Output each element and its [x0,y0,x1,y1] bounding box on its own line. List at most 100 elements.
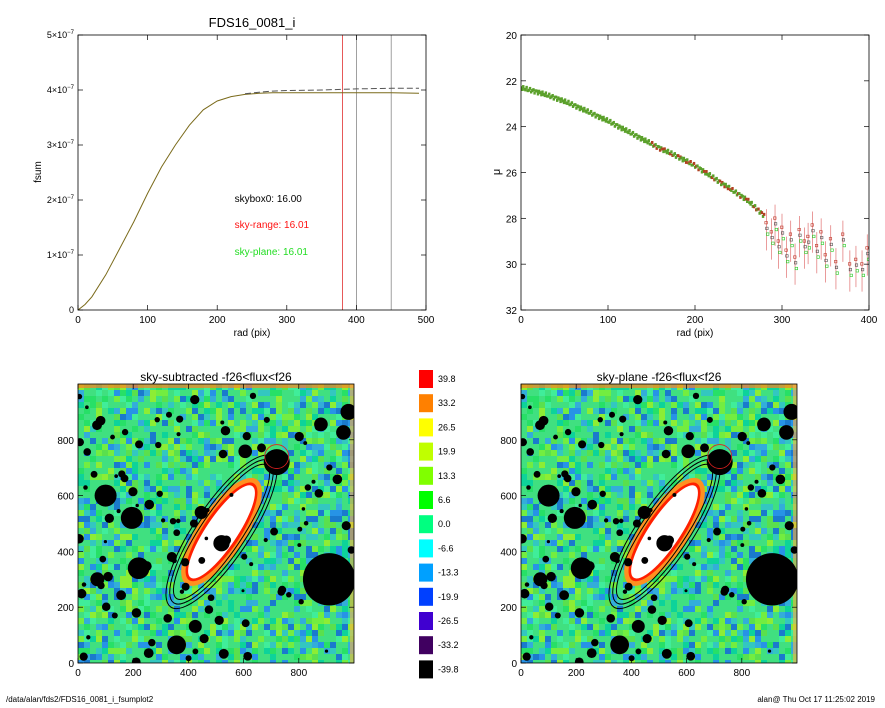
noise-cell [222,624,228,630]
noise-cell [150,570,156,576]
noise-cell [330,444,336,450]
noise-cell [785,420,791,426]
noise-cell [258,450,264,456]
noise-cell [276,480,282,486]
noise-cell [725,648,731,654]
noise-cell [138,606,144,612]
noise-cell [264,390,270,396]
noise-cell [563,648,569,654]
profile-point [696,164,699,168]
noise-cell [773,522,779,528]
noise-cell [581,576,587,582]
noise-cell [114,450,120,456]
profile-point [741,194,744,198]
noise-cell [138,600,144,606]
noise-cell [623,462,629,468]
star-mask [546,571,556,582]
noise-cell [683,474,689,480]
noise-cell [605,474,611,480]
noise-cell [539,648,545,654]
profile-point [707,174,710,178]
noise-cell [90,588,96,594]
noise-cell [629,450,635,456]
star-mask [538,415,549,426]
noise-cell [96,516,102,522]
noise-cell [677,654,683,660]
noise-cell [569,648,575,654]
noise-cell [108,612,114,618]
noise-cell [551,444,557,450]
noise-cell [246,588,252,594]
profile-point [666,148,670,152]
noise-cell [767,516,773,522]
noise-cell [306,630,312,636]
noise-cell [78,504,84,510]
noise-cell [593,498,599,504]
noise-cell [228,588,234,594]
star-mask [263,416,270,423]
profile-point [605,117,609,121]
noise-cell [659,600,665,606]
noise-cell [144,576,150,582]
star-mask [297,526,303,532]
noise-cell [120,648,126,654]
noise-cell [306,432,312,438]
noise-cell [234,636,240,642]
noise-cell [743,594,749,600]
noise-cell [300,540,306,546]
noise-cell [180,414,186,420]
noise-cell [162,624,168,630]
noise-cell [120,576,126,582]
y-tick-label: 800 [57,436,74,447]
noise-cell [713,432,719,438]
noise-cell [701,402,707,408]
noise-cell [78,606,84,612]
noise-cell [300,390,306,396]
noise-cell [695,408,701,414]
noise-cell [527,648,533,654]
noise-cell [527,594,533,600]
noise-cell [306,414,312,420]
noise-cell [599,606,605,612]
noise-cell [755,618,761,624]
noise-cell [312,390,318,396]
aperture-ellipse [172,463,271,601]
noise-cell [581,642,587,648]
noise-cell [162,456,168,462]
noise-cell [162,630,168,636]
profile-point [623,129,627,133]
noise-cell [641,420,647,426]
noise-cell [192,474,198,480]
noise-cell [677,552,683,558]
noise-cell [707,408,713,414]
noise-cell [551,648,557,654]
noise-cell [198,396,204,402]
star-mask [554,612,561,619]
noise-cell [288,648,294,654]
noise-cell [647,408,653,414]
noise-cell [282,540,288,546]
x-tick-label: 800 [290,668,307,679]
noise-cell [162,522,168,528]
noise-cell [587,420,593,426]
noise-cell [186,468,192,474]
noise-cell [533,612,539,618]
star-mask [257,443,266,453]
noise-cell [150,420,156,426]
noise-cell [222,438,228,444]
noise-cell [569,618,575,624]
star-mask [175,518,181,524]
noise-cell [779,516,785,522]
profile-outer-point [798,233,802,237]
noise-cell [246,474,252,480]
noise-cell [605,654,611,660]
noise-cell [342,450,348,456]
noise-cell [575,462,581,468]
noise-cell [737,558,743,564]
noise-cell [683,426,689,432]
star-mask [165,411,173,418]
profile-outer-point [834,265,839,269]
noise-cell [114,408,120,414]
noise-cell [767,618,773,624]
